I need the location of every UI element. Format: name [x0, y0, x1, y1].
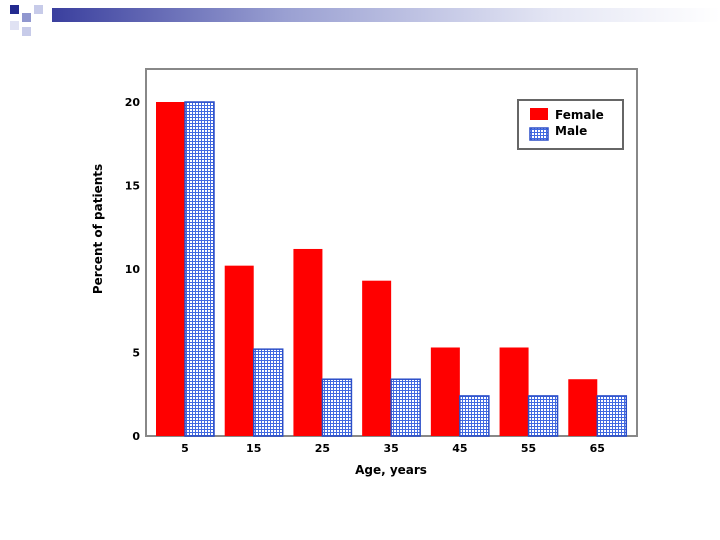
- x-tick-label: 5: [181, 442, 189, 455]
- bars-group: [156, 101, 628, 437]
- legend-label-female: Female: [555, 108, 604, 122]
- y-tick-label: 15: [125, 180, 140, 193]
- bar-male-65: [596, 395, 628, 437]
- y-tick-label: 20: [125, 96, 141, 109]
- bar-female-65: [568, 379, 598, 436]
- y-axis-ticks: 0 5 10 15 20: [125, 96, 141, 443]
- bar-male-15: [252, 348, 284, 437]
- slide-header-decoration: [0, 0, 720, 45]
- x-tick-label: 55: [521, 442, 536, 455]
- decor-square: [10, 5, 19, 14]
- bar-male-25: [321, 378, 353, 437]
- decor-square: [22, 27, 31, 36]
- bar-male-35: [390, 378, 421, 437]
- bar-male-45: [459, 395, 490, 437]
- bar-female-25: [293, 248, 323, 436]
- y-tick-label: 10: [125, 263, 141, 276]
- header-gradient-bar: [52, 8, 720, 22]
- legend-swatch-male: [529, 127, 549, 141]
- y-axis-label: Percent of patients: [91, 164, 105, 294]
- y-tick-label: 0: [132, 430, 140, 443]
- x-axis-ticks: 5 15 25 35 45 55 65: [181, 442, 605, 455]
- bar-female-15: [224, 265, 254, 436]
- x-tick-label: 65: [590, 442, 605, 455]
- decor-square: [22, 13, 31, 22]
- y-tick-label: 5: [132, 347, 140, 360]
- x-tick-label: 45: [452, 442, 467, 455]
- x-tick-label: 35: [383, 442, 398, 455]
- x-tick-label: 15: [246, 442, 261, 455]
- bar-male-5: [184, 101, 215, 437]
- decor-square: [34, 5, 43, 14]
- bar-female-35: [362, 280, 392, 436]
- legend-label-male: Male: [555, 124, 587, 138]
- bar-male-55: [527, 395, 559, 437]
- legend-swatch-female: [530, 108, 548, 120]
- x-axis-label: Age, years: [355, 463, 427, 477]
- bar-female-5: [156, 102, 185, 436]
- decor-square: [10, 21, 19, 30]
- legend: Female Male: [517, 99, 624, 150]
- x-tick-label: 25: [315, 442, 330, 455]
- bar-female-55: [499, 347, 529, 436]
- bar-female-45: [430, 347, 460, 436]
